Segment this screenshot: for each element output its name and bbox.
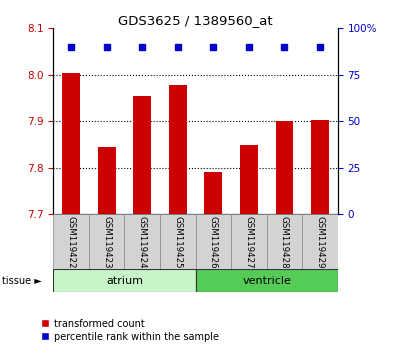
Bar <box>53 269 196 292</box>
Bar <box>160 214 196 269</box>
Bar <box>267 214 302 269</box>
Bar <box>231 214 267 269</box>
Text: ventricle: ventricle <box>242 275 291 286</box>
Bar <box>276 121 293 214</box>
Bar <box>196 269 338 292</box>
Text: GSM119428: GSM119428 <box>280 216 289 269</box>
Title: GDS3625 / 1389560_at: GDS3625 / 1389560_at <box>118 14 273 27</box>
Bar <box>53 214 89 269</box>
Text: GSM119429: GSM119429 <box>316 216 324 269</box>
Text: GSM119426: GSM119426 <box>209 216 218 269</box>
Legend: transformed count, percentile rank within the sample: transformed count, percentile rank withi… <box>36 315 223 346</box>
Bar <box>240 145 258 214</box>
Bar <box>311 120 329 214</box>
Bar <box>169 85 186 214</box>
Bar <box>98 147 115 214</box>
Bar <box>62 73 80 214</box>
Text: GSM119427: GSM119427 <box>245 216 253 269</box>
Text: GSM119424: GSM119424 <box>138 216 147 269</box>
Text: GSM119422: GSM119422 <box>67 216 75 269</box>
Text: GSM119425: GSM119425 <box>173 216 182 269</box>
Bar <box>205 172 222 214</box>
Bar <box>134 96 151 214</box>
Text: atrium: atrium <box>106 275 143 286</box>
Bar <box>196 214 231 269</box>
Bar <box>89 214 124 269</box>
Text: tissue ►: tissue ► <box>2 276 42 286</box>
Bar <box>302 214 338 269</box>
Bar <box>124 214 160 269</box>
Text: GSM119423: GSM119423 <box>102 216 111 269</box>
